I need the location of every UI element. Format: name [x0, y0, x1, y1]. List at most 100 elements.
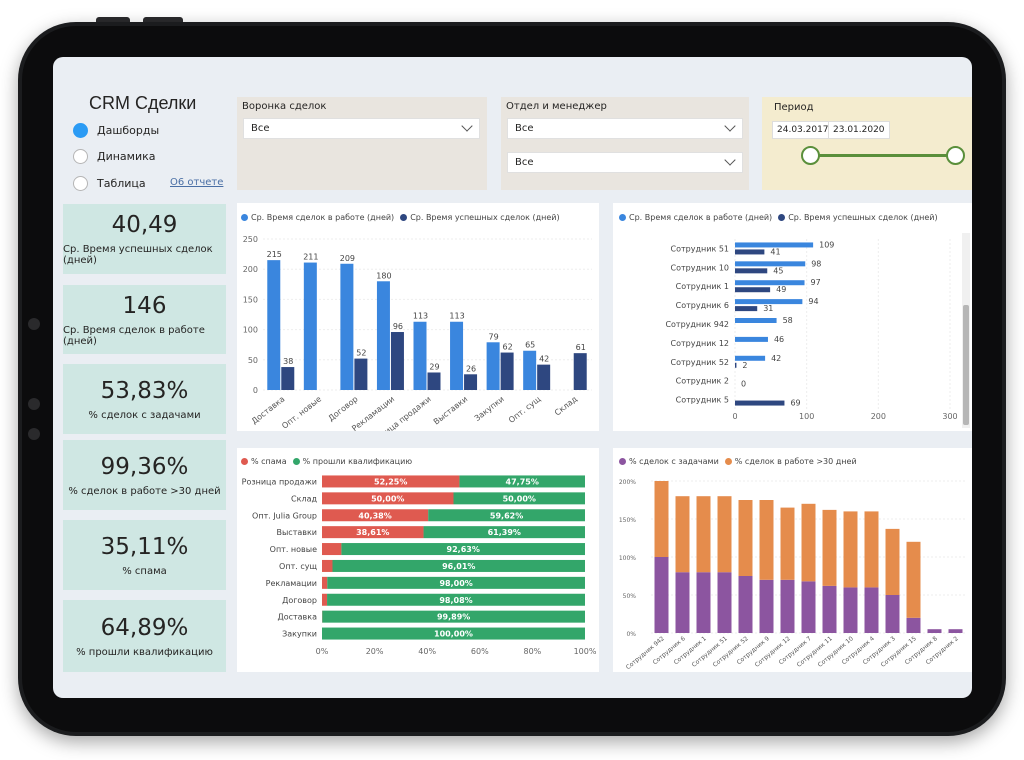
bar-segment[interactable] [341, 543, 585, 556]
legend-label: % сделок с задачами [629, 457, 719, 466]
radio-icon[interactable] [73, 149, 88, 164]
y-tick-label: Сотрудник 10 [671, 263, 729, 272]
bar[interactable] [735, 261, 806, 267]
bar-segment[interactable] [780, 507, 795, 580]
bar-segment[interactable] [459, 475, 585, 488]
bar[interactable] [450, 321, 464, 390]
data-label: 100,00% [434, 630, 473, 639]
bar-segment[interactable] [822, 585, 837, 633]
bar-segment[interactable] [675, 496, 690, 573]
department-dropdown[interactable]: Все [507, 118, 743, 139]
radio-icon[interactable] [73, 176, 88, 191]
bar[interactable] [376, 281, 390, 390]
bar-segment[interactable] [906, 617, 921, 633]
bar-segment[interactable] [322, 559, 333, 572]
period-slider-track[interactable] [811, 154, 956, 157]
data-label: 98,00% [439, 579, 472, 588]
bar-segment[interactable] [864, 511, 879, 588]
bar-segment[interactable] [843, 511, 858, 588]
bar-segment[interactable] [453, 492, 586, 505]
bar[interactable] [523, 350, 537, 390]
bar[interactable] [735, 400, 785, 406]
bar-segment[interactable] [780, 579, 795, 633]
bar-segment[interactable] [322, 509, 429, 522]
bar[interactable] [735, 336, 768, 342]
bar-segment[interactable] [654, 481, 669, 557]
scrollbar-thumb[interactable] [963, 305, 969, 425]
bar-segment[interactable] [717, 496, 732, 573]
bar-segment[interactable] [717, 572, 732, 633]
bar-segment[interactable] [864, 587, 879, 633]
bar-segment[interactable] [738, 500, 753, 576]
bar-segment[interactable] [696, 572, 711, 633]
about-report-link[interactable]: О6 отчете [170, 177, 224, 188]
bar-segment[interactable] [654, 557, 669, 633]
bar-segment[interactable] [322, 526, 424, 539]
bar[interactable] [500, 352, 514, 390]
bar-segment[interactable] [759, 579, 774, 633]
bar[interactable] [735, 306, 758, 312]
bar-segment[interactable] [675, 572, 690, 633]
volume-down-button [143, 17, 183, 22]
nav-dashboards[interactable]: Дашборды [73, 123, 159, 138]
bar[interactable] [735, 242, 814, 248]
bar-segment[interactable] [423, 526, 585, 539]
bar-segment[interactable] [927, 629, 942, 633]
bar[interactable] [735, 299, 803, 305]
bar-segment[interactable] [885, 528, 900, 595]
bar[interactable] [464, 374, 478, 390]
bar-segment[interactable] [327, 576, 585, 589]
bar[interactable] [735, 268, 768, 274]
end-date-input[interactable]: 23.01.2020 [828, 121, 890, 139]
legend-label: % сделок в работе >30 дней [734, 457, 857, 466]
bar-segment[interactable] [322, 543, 342, 556]
bar-segment[interactable] [885, 595, 900, 633]
bar-segment[interactable] [322, 610, 585, 623]
bar[interactable] [281, 367, 295, 390]
nav-dynamics[interactable]: Динамика [73, 149, 156, 164]
bar[interactable] [537, 364, 551, 390]
period-slider-end-handle[interactable] [946, 146, 965, 165]
bar[interactable] [735, 355, 766, 361]
bar-segment[interactable] [322, 475, 460, 488]
bar-segment[interactable] [822, 509, 837, 586]
bar[interactable] [735, 249, 765, 255]
bar-segment[interactable] [738, 576, 753, 633]
bar-segment[interactable] [801, 581, 816, 633]
bar[interactable] [413, 321, 427, 390]
nav-table[interactable]: Таблица [73, 176, 146, 191]
bar[interactable] [303, 262, 317, 390]
bar[interactable] [486, 342, 500, 390]
bar[interactable] [735, 318, 777, 323]
bar[interactable] [340, 263, 354, 390]
period-slider-start-handle[interactable] [801, 146, 820, 165]
bar-segment[interactable] [322, 593, 328, 606]
bar[interactable] [735, 362, 737, 368]
kpi-label: % прошли квалификацию [76, 646, 213, 658]
bar[interactable] [267, 260, 281, 390]
funnel-dropdown[interactable]: Все [243, 118, 480, 139]
start-date-input[interactable]: 24.03.2017 [772, 121, 834, 139]
bar-segment[interactable] [322, 627, 585, 640]
bar-segment[interactable] [428, 509, 585, 522]
bar-segment[interactable] [332, 559, 585, 572]
bar-segment[interactable] [843, 587, 858, 633]
bar-segment[interactable] [948, 629, 963, 633]
radio-selected-icon[interactable] [73, 123, 88, 138]
bar-segment[interactable] [801, 503, 816, 582]
bar[interactable] [427, 372, 441, 390]
bar-segment[interactable] [322, 492, 454, 505]
bar[interactable] [573, 353, 587, 390]
bar[interactable] [735, 280, 805, 286]
bar-segment[interactable] [906, 541, 921, 618]
bar-segment[interactable] [759, 500, 774, 580]
bar-segment[interactable] [327, 593, 585, 606]
bar[interactable] [735, 287, 771, 293]
bar[interactable] [390, 332, 404, 390]
scrollbar-track[interactable] [962, 233, 970, 428]
bar[interactable] [354, 358, 368, 390]
bar-segment[interactable] [322, 576, 328, 589]
manager-dropdown[interactable]: Все [507, 152, 743, 173]
bar-segment[interactable] [696, 496, 711, 573]
